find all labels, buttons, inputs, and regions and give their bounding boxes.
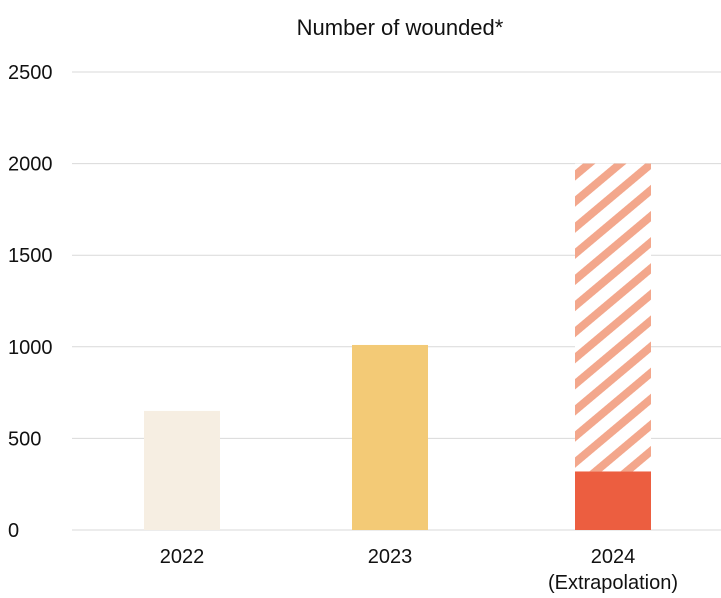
bar-2024-extrapolated: [575, 163, 651, 472]
chart-title: Number of wounded*: [297, 15, 504, 40]
y-tick-label-2000: 2000: [8, 154, 53, 176]
y-tick-label-2500: 2500: [8, 62, 53, 84]
y-axis-tick-labels: 0 500 1000 1500 2000 2500: [8, 62, 53, 542]
x-tick-label-2022: 2022: [160, 546, 205, 568]
x-axis-tick-labels: 2022 2023 2024 (Extrapolation): [160, 546, 678, 594]
y-tick-label-1000: 1000: [8, 337, 53, 359]
bar-2023: [352, 344, 428, 530]
y-tick-label-0: 0: [8, 520, 19, 542]
x-tick-label-2023: 2023: [368, 546, 413, 568]
bar-2024: [575, 471, 651, 530]
y-tick-label-500: 500: [8, 428, 41, 450]
bars: [144, 163, 651, 530]
x-tick-label-2024: 2024: [591, 546, 636, 568]
y-tick-label-1500: 1500: [8, 245, 53, 267]
bar-2022: [144, 410, 220, 530]
x-tick-sublabel-2024: (Extrapolation): [548, 572, 678, 594]
